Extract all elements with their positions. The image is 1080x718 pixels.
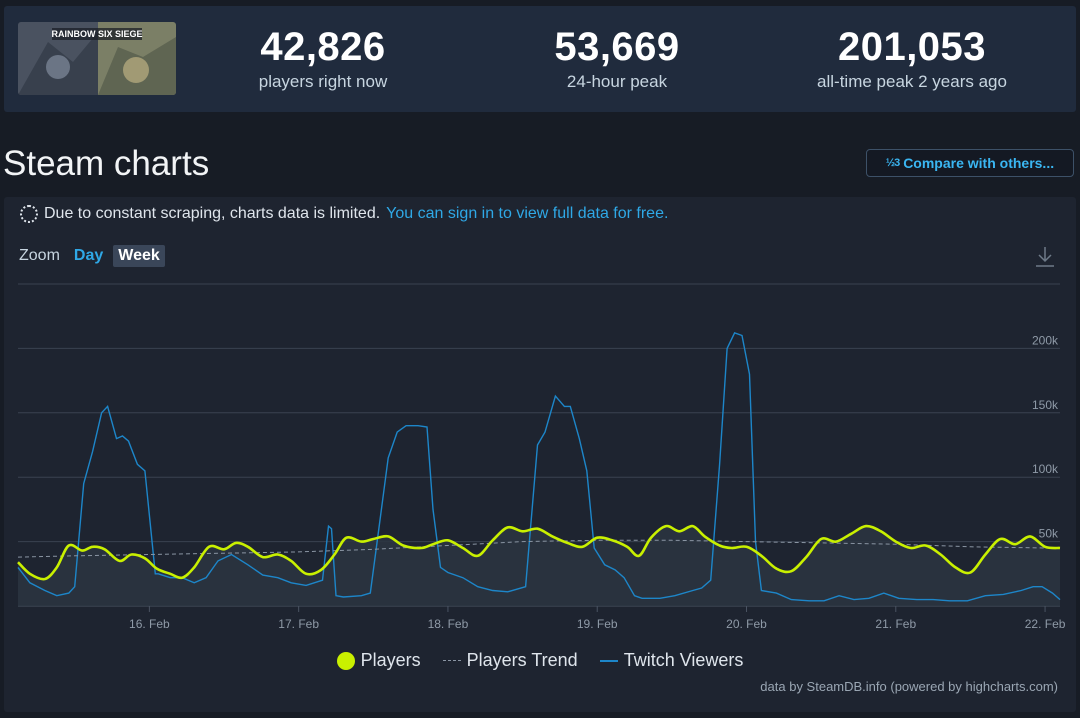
zoom-controls: Zoom Day Week [19,245,165,267]
legend-label: Players [360,650,421,670]
legend-label: Twitch Viewers [623,650,744,670]
compare-button[interactable]: ½3 Compare with others... [866,149,1074,177]
stat-value: 201,053 [837,25,987,69]
game-logo-text: RAINBOW SIX SIEGE [51,29,142,39]
stat-label: 24-hour peak [566,72,668,91]
players-line [17,524,1061,581]
legend-players-marker [336,651,355,670]
players-area [18,525,1060,606]
x-tick-label: 21. Feb [875,617,916,631]
y-tick-label: 50k [1039,527,1059,541]
chart-panel: Due to constant scraping, charts data is… [4,197,1076,712]
chart-legend: Players Players Trend Twitch Viewers [4,650,1076,671]
page-title: Steam charts [3,144,210,183]
x-tick-label: 19. Feb [577,617,618,631]
twitch-viewers-line [17,332,1061,602]
x-tick-label: 22. Feb [1025,617,1066,631]
x-tick-label: 17. Feb [278,617,319,631]
chart-credits[interactable]: data by SteamDB.info (powered by highcha… [760,679,1058,694]
x-tick-label: 20. Feb [726,617,767,631]
stat-all-time-peak: 201,053 all-time peak 2 years ago [782,24,1042,92]
legend-twitch-marker [599,659,618,662]
x-tick-label: 16. Feb [129,617,170,631]
stat-value: 53,669 [554,25,680,69]
y-tick-label: 150k [1032,398,1059,412]
legend-item-twitch-viewers[interactable]: Twitch Viewers [599,650,744,671]
legend-item-players-trend[interactable]: Players Trend [442,650,578,671]
stat-24h-peak: 53,669 24-hour peak [487,24,747,92]
zoom-label: Zoom [19,247,60,264]
compare-button-label: Compare with others... [903,155,1055,171]
stat-label: all-time peak 2 years ago [817,72,1007,91]
stat-value: 42,826 [260,25,386,69]
y-tick-label: 200k [1032,333,1059,347]
legend-label: Players Trend [466,650,578,670]
notice-text: Due to constant scraping, charts data is… [44,205,381,222]
x-tick-label: 18. Feb [428,617,469,631]
player-chart[interactable]: 50k 100k 150k 200k 16. Feb 17. Feb 18. Feb 19. … [4,197,1076,647]
download-icon[interactable] [1034,245,1056,274]
legend-item-players[interactable]: Players [336,650,421,671]
stat-players-now: 42,826 players right now [193,24,453,92]
loading-icon [20,205,38,223]
legend-trend-marker [442,660,461,661]
sign-in-link[interactable]: You can sign in to view full data for fr… [386,205,669,222]
zoom-week-button[interactable]: Week [113,245,165,267]
fraction-icon: ½3 [885,157,900,169]
stats-panel: RAINBOW SIX SIEGE 42,826 players right n… [4,6,1076,112]
stat-label: players right now [258,72,388,91]
y-tick-label: 100k [1032,462,1059,476]
data-limit-notice: Due to constant scraping, charts data is… [20,205,668,223]
game-logo[interactable]: RAINBOW SIX SIEGE [18,22,176,95]
zoom-day-button[interactable]: Day [73,247,104,264]
